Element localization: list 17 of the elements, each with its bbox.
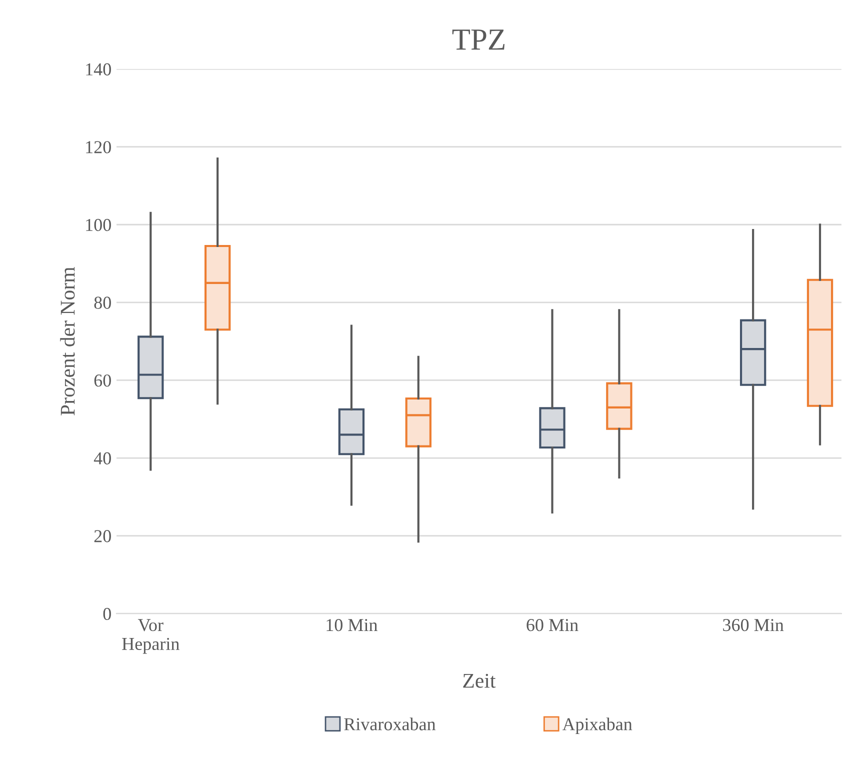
x-tick-label: 60 Min bbox=[526, 618, 578, 632]
x-tick-label: Vor Heparin bbox=[122, 619, 180, 654]
y-tick-label: 0 bbox=[103, 608, 111, 620]
y-tick-label: 140 bbox=[86, 63, 111, 76]
y-tick-label: 20 bbox=[94, 530, 111, 542]
x-tick-label: 10 Min bbox=[326, 618, 378, 632]
x-axis-title: Zeit bbox=[463, 674, 496, 688]
legend-label: Rivaroxaban bbox=[344, 718, 436, 730]
x-tick-label: 360 Min bbox=[723, 618, 784, 632]
y-axis-title: Prozent der Norm bbox=[60, 267, 75, 416]
legend-label: Apixaban bbox=[562, 718, 632, 734]
y-tick-label: 100 bbox=[86, 218, 111, 232]
chart-title: TPZ bbox=[452, 30, 504, 50]
y-tick-label: 60 bbox=[94, 374, 111, 387]
y-tick-label: 120 bbox=[86, 141, 111, 154]
y-tick-label: 40 bbox=[94, 452, 111, 464]
y-tick-label: 80 bbox=[94, 296, 111, 309]
